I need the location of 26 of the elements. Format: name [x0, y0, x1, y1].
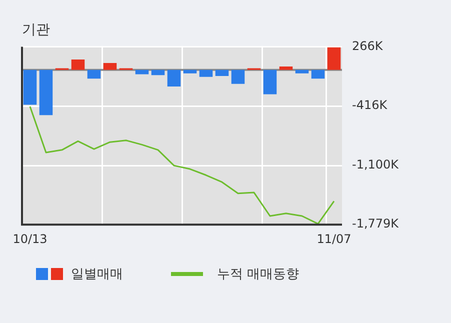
bar: [39, 70, 53, 116]
legend-label: 일별매매: [71, 266, 123, 283]
y-tick-label: 266K: [352, 38, 384, 53]
bar: [151, 70, 165, 76]
bar: [263, 70, 277, 94]
x-tick-label: 11/07: [316, 232, 352, 246]
bar: [295, 70, 309, 74]
bar: [199, 70, 213, 77]
y-tick-label: -1,779K: [352, 216, 400, 231]
y-tick-label: -1,100K: [352, 158, 400, 172]
bar: [327, 47, 341, 70]
bar: [103, 62, 117, 70]
bar: [71, 59, 85, 70]
bar: [23, 70, 37, 105]
bar: [215, 70, 229, 76]
legend-label: 누적 매매동향: [217, 266, 300, 283]
chart-title: 기관: [22, 22, 50, 38]
bar: [87, 70, 101, 79]
bar: [167, 70, 181, 86]
bar: [135, 70, 149, 74]
bar: [279, 66, 293, 70]
bar: [183, 70, 197, 74]
bar: [231, 70, 245, 84]
bar: [311, 70, 325, 79]
x-tick-label: 10/13: [12, 232, 48, 246]
y-tick-label: -416K: [352, 98, 388, 112]
